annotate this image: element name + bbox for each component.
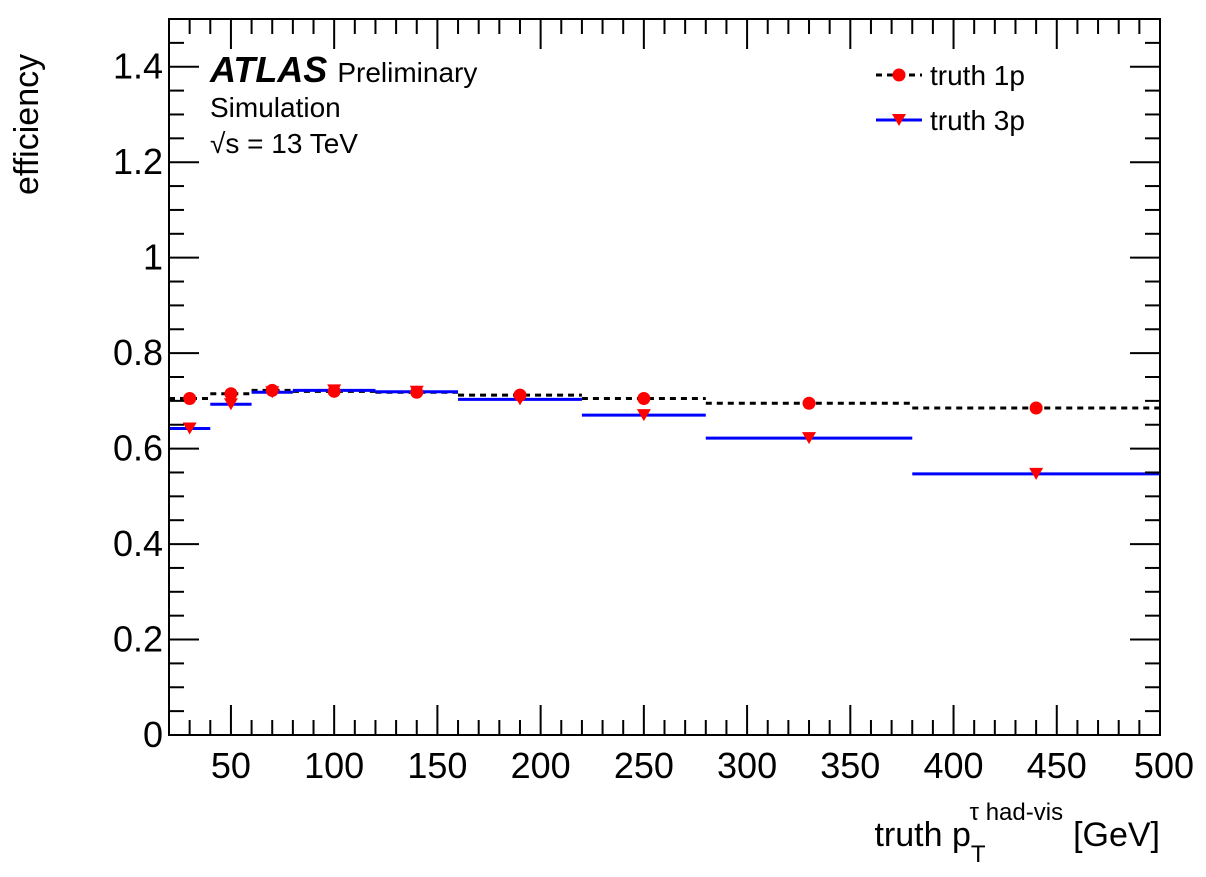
legend-label-1p: truth 1p [930,60,1025,91]
x-axis-title-sup: τ had-vis [970,799,1064,826]
preliminary-label: Preliminary [337,57,477,88]
point-3p [802,432,817,445]
y-tick-label: 0.8 [113,332,163,373]
x-tick-label: 250 [614,745,674,786]
point-3p [182,422,197,435]
y-tick-label: 0.6 [113,428,163,469]
point-3p [265,386,280,399]
x-tick-label: 100 [304,745,364,786]
point-1p [183,391,197,405]
x-axis-title-unit: [GeV] [1073,816,1160,854]
y-axis-title: efficiency [8,54,46,195]
x-tick-label: 50 [211,745,251,786]
x-axis-title-main: truth p [874,816,970,854]
bin-lines-layer [169,388,1160,476]
point-1p [1029,401,1043,415]
y-tick-label: 0.4 [113,523,163,564]
y-tick-label: 0.2 [113,619,163,660]
x-tick-label: 450 [1027,745,1087,786]
x-tick-label: 500 [1134,745,1194,786]
x-tick-label: 150 [407,745,467,786]
atlas-logo-text: ATLAS [209,49,327,90]
y-tick-label: 0 [143,714,163,755]
point-3p [636,409,651,422]
x-tick-label: 200 [511,745,571,786]
y-tick-label: 1 [143,237,163,278]
atlas-label: ATLAS Preliminary [209,49,477,90]
markers-layer [182,383,1044,480]
point-1p [637,391,651,405]
tick-labels-layer: 0 0.2 0.4 0.6 0.8 1 1.2 1.4 50 100 150 200 250 300 350… [113,46,1194,786]
simulation-label: Simulation [210,92,341,123]
y-tick-label: 1.2 [113,141,163,182]
legend-label-3p: truth 3p [930,105,1025,136]
point-3p [512,393,527,406]
energy-label: √s = 13 TeV [210,128,358,159]
y-tick-label: 1.4 [113,46,163,87]
legend-marker-3p [892,114,906,126]
point-3p [1029,467,1044,480]
point-3p [409,385,424,398]
point-1p [224,387,238,401]
x-tick-label: 400 [924,745,984,786]
point-1p [802,396,816,410]
x-tick-label: 300 [717,745,777,786]
x-tick-label: 350 [820,745,880,786]
x-axis-title-sub: T [971,841,986,868]
legend-marker-1p [892,68,906,82]
point-3p [327,384,342,397]
legend: truth 1p truth 3p [876,60,1025,136]
x-axis-title: truth pTτ had-vis [GeV] [874,799,1160,868]
point-3p [223,398,238,411]
ticks-layer [168,18,1161,736]
